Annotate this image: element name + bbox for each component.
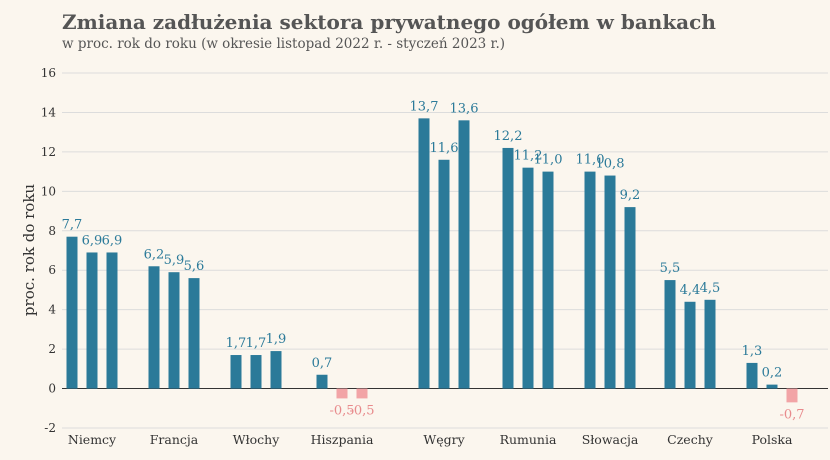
- bar: [458, 120, 470, 389]
- chart-subtitle: w proc. rok do roku (w okresie listopad …: [62, 36, 506, 52]
- data-label: 12,2: [494, 129, 523, 144]
- data-label: 1,9: [266, 332, 287, 347]
- y-tick-label: 6: [48, 263, 56, 277]
- bar: [86, 252, 98, 389]
- x-tick-label: Węgry: [423, 432, 465, 447]
- x-tick-label: Francja: [150, 432, 199, 447]
- y-axis-label: proc. rok do roku: [20, 184, 38, 316]
- bar: [502, 147, 514, 389]
- bar: [624, 207, 636, 389]
- bar: [106, 252, 118, 389]
- data-label: 5,9: [164, 253, 185, 268]
- y-tick-label: 10: [41, 184, 56, 198]
- bar: [250, 355, 262, 389]
- bar: [542, 171, 554, 389]
- x-tick-label: Włochy: [233, 432, 280, 447]
- bar: [684, 301, 696, 389]
- data-label: 5,5: [660, 261, 681, 276]
- y-tick-label: 4: [48, 303, 56, 317]
- x-tick-label: Hiszpania: [311, 432, 374, 447]
- bar: [168, 272, 180, 389]
- data-label: 11,0: [534, 153, 563, 168]
- data-label: 13,7: [410, 99, 439, 114]
- bar: [148, 266, 160, 389]
- bar: [604, 175, 616, 389]
- bar: [270, 351, 282, 389]
- bar: [704, 299, 716, 389]
- bar: [786, 388, 798, 403]
- data-label: 0,2: [762, 366, 783, 381]
- bar: [664, 280, 676, 389]
- y-tick-label: 12: [41, 145, 56, 159]
- data-label: 4,4: [680, 283, 701, 298]
- data-label: 6,2: [144, 247, 165, 262]
- data-label: -0,5: [349, 403, 374, 418]
- y-tick-label: 14: [41, 105, 57, 119]
- x-tick-label: Rumunia: [500, 432, 557, 447]
- data-label: 5,6: [184, 259, 205, 274]
- data-label: 11,6: [430, 141, 459, 156]
- data-label: 6,9: [82, 233, 103, 248]
- bar: [522, 167, 534, 389]
- y-tick-label: 16: [41, 66, 56, 80]
- data-label: 11,0: [576, 153, 605, 168]
- y-tick-label: -2: [44, 421, 56, 435]
- bar: [230, 355, 242, 389]
- data-label: 1,7: [246, 336, 267, 351]
- data-label: 13,6: [450, 101, 479, 116]
- data-label: 4,5: [700, 281, 721, 296]
- data-label: 1,7: [226, 336, 247, 351]
- x-tick-label: Słowacja: [582, 432, 639, 447]
- data-label: 11,2: [514, 149, 543, 164]
- bar: [746, 362, 758, 389]
- y-tick-label: 8: [48, 224, 56, 238]
- data-label: 1,3: [742, 344, 763, 359]
- x-tick-label: Polska: [752, 432, 793, 447]
- data-label: 0,7: [312, 356, 333, 371]
- data-label: -0,7: [779, 407, 804, 422]
- bar: [418, 118, 430, 389]
- data-label: 6,9: [102, 233, 123, 248]
- data-label: -0,5: [329, 403, 354, 418]
- bar: [336, 388, 348, 399]
- data-label: 10,8: [596, 157, 625, 172]
- bar: [438, 159, 450, 389]
- x-tick-label: Niemcy: [68, 432, 117, 447]
- bar: [66, 236, 78, 389]
- y-tick-label: 2: [48, 342, 56, 356]
- data-label: 7,7: [62, 218, 83, 233]
- bar: [188, 278, 200, 389]
- bar: [584, 171, 596, 389]
- x-tick-label: Czechy: [667, 432, 714, 447]
- bar: [766, 384, 778, 389]
- bar: [316, 374, 328, 389]
- data-label: 9,2: [620, 188, 641, 203]
- chart-title: Zmiana zadłużenia sektora prywatnego ogó…: [62, 10, 716, 34]
- bar: [356, 388, 368, 399]
- y-tick-label: 0: [48, 382, 56, 396]
